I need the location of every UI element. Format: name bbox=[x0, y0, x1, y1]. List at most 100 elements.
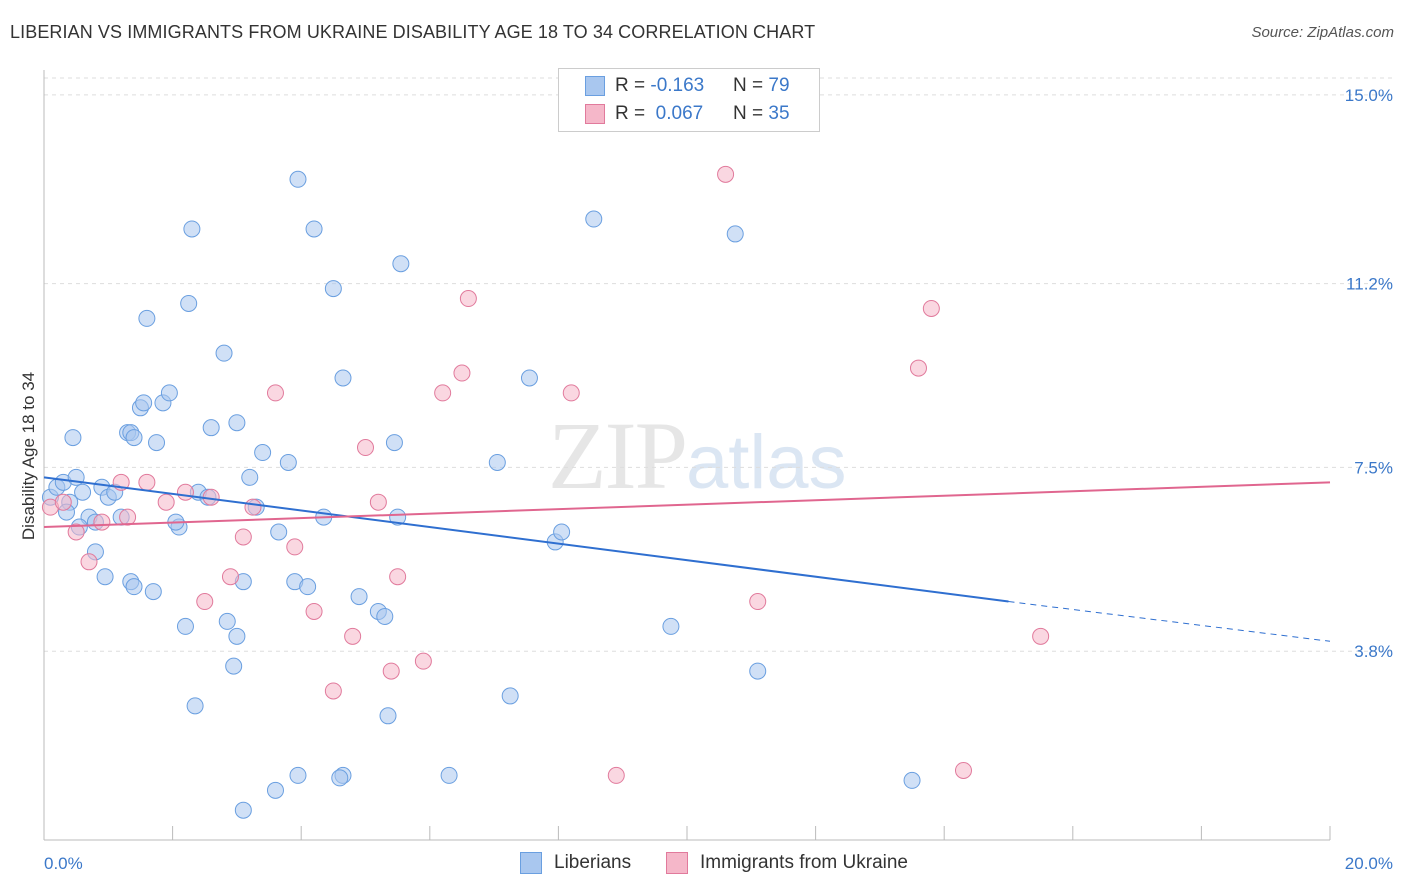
liberians-point bbox=[350, 588, 368, 606]
ukraine-point bbox=[954, 761, 972, 779]
liberians-point bbox=[160, 384, 178, 402]
liberians-point bbox=[234, 801, 252, 819]
legend-item-liberians[interactable]: Liberians bbox=[520, 852, 631, 874]
legend-swatch-ukraine bbox=[666, 852, 688, 874]
ukraine-point bbox=[414, 652, 432, 670]
ukraine-point bbox=[138, 473, 156, 491]
ukraine-point bbox=[369, 493, 387, 511]
liberians-point bbox=[379, 707, 397, 725]
y-tick-label: 7.5% bbox=[1354, 458, 1393, 477]
liberians-point bbox=[662, 617, 680, 635]
ukraine-point bbox=[357, 439, 374, 457]
ukraine-trendline bbox=[43, 481, 1331, 529]
legend-r-value: 0.067 bbox=[650, 103, 704, 124]
liberians-point bbox=[125, 429, 143, 447]
ukraine-point bbox=[344, 627, 362, 645]
ukraine-point bbox=[196, 593, 214, 611]
ukraine-point bbox=[286, 538, 304, 556]
liberians-point bbox=[202, 419, 220, 437]
source-label: Source: ZipAtlas.com bbox=[1251, 24, 1394, 41]
ukraine-point bbox=[221, 568, 239, 586]
liberians-point bbox=[270, 523, 288, 541]
liberians-point bbox=[305, 220, 323, 238]
legend-r-label: R = bbox=[615, 103, 651, 124]
x-tick-label: 0.0% bbox=[44, 854, 83, 873]
liberians-point bbox=[299, 578, 317, 596]
legend-item-ukraine[interactable]: Immigrants from Ukraine bbox=[666, 852, 908, 874]
liberians-point bbox=[749, 662, 767, 680]
liberians-point bbox=[585, 210, 603, 228]
legend-n-value: 79 bbox=[768, 75, 790, 96]
liberians-point bbox=[726, 225, 744, 243]
legend-swatch-ukraine bbox=[585, 104, 605, 124]
ukraine-point bbox=[717, 165, 735, 183]
ukraine-point bbox=[459, 290, 477, 308]
ukraine-point bbox=[434, 384, 452, 402]
ukraine-point bbox=[382, 662, 400, 680]
ukraine-point bbox=[453, 364, 471, 382]
liberians-point bbox=[215, 344, 233, 362]
legend-n-value: 35 bbox=[768, 103, 790, 124]
liberians-point bbox=[96, 568, 114, 586]
legend-n-label: N = bbox=[733, 75, 769, 96]
legend-label-liberians: Liberians bbox=[554, 852, 632, 873]
liberians-point bbox=[289, 766, 307, 784]
ukraine-point bbox=[305, 602, 323, 620]
ukraine-point bbox=[1032, 627, 1050, 645]
liberians-trendline bbox=[43, 476, 1009, 603]
ukraine-point bbox=[324, 682, 342, 700]
ukraine-point bbox=[54, 493, 72, 511]
liberians-point bbox=[186, 697, 204, 715]
legend-swatch-liberians bbox=[585, 76, 605, 96]
liberians-point bbox=[324, 280, 342, 298]
liberians-point bbox=[553, 523, 571, 541]
liberians-point bbox=[254, 444, 272, 462]
liberians-trendline-extension bbox=[1008, 601, 1331, 642]
y-axis-title: Disability Age 18 to 34 bbox=[19, 372, 38, 540]
ukraine-point bbox=[922, 299, 940, 317]
liberians-point bbox=[279, 453, 297, 471]
liberians-point bbox=[180, 294, 198, 312]
liberians-point bbox=[125, 578, 143, 596]
legend-r-label: R = bbox=[615, 75, 651, 96]
ukraine-point bbox=[607, 766, 625, 784]
chart-title: LIBERIAN VS IMMIGRANTS FROM UKRAINE DISA… bbox=[10, 22, 816, 42]
ukraine-point bbox=[234, 528, 252, 546]
liberians-point bbox=[144, 583, 162, 601]
liberians-point bbox=[176, 617, 194, 635]
ukraine-point bbox=[176, 483, 194, 501]
liberians-point bbox=[148, 434, 166, 452]
ukraine-point bbox=[80, 553, 98, 571]
liberians-point bbox=[385, 434, 403, 452]
liberians-point bbox=[520, 369, 538, 387]
liberians-point bbox=[334, 369, 352, 387]
legend-n-label: N = bbox=[733, 103, 769, 124]
legend-r-value: -0.163 bbox=[650, 75, 705, 96]
liberians-point bbox=[74, 483, 92, 501]
liberians-point bbox=[903, 771, 921, 789]
ukraine-point bbox=[93, 513, 111, 531]
liberians-point bbox=[392, 255, 410, 273]
ukraine-point bbox=[119, 508, 137, 526]
watermark-atlas: atlas bbox=[686, 420, 847, 505]
legend-swatch-liberians bbox=[520, 852, 542, 874]
ukraine-point bbox=[562, 384, 580, 402]
ukraine-point bbox=[389, 568, 407, 586]
liberians-point bbox=[138, 309, 156, 327]
y-tick-label: 11.2% bbox=[1346, 275, 1393, 294]
ukraine-point bbox=[157, 493, 175, 511]
liberians-point bbox=[331, 769, 349, 787]
liberians-point bbox=[389, 508, 407, 526]
liberians-point bbox=[501, 687, 519, 705]
ukraine-point bbox=[909, 359, 927, 377]
legend-label-ukraine: Immigrants from Ukraine bbox=[700, 852, 908, 873]
y-tick-label: 15.0% bbox=[1345, 86, 1393, 105]
correlation-legend: R = -0.163 N = 79 R = 0.067 N = 35 bbox=[558, 68, 820, 132]
liberians-point bbox=[440, 766, 458, 784]
liberians-point bbox=[64, 429, 82, 447]
watermark: ZIPatlas bbox=[548, 400, 847, 511]
liberians-point bbox=[135, 394, 153, 412]
liberians-point bbox=[183, 220, 201, 238]
ukraine-point bbox=[244, 498, 262, 516]
